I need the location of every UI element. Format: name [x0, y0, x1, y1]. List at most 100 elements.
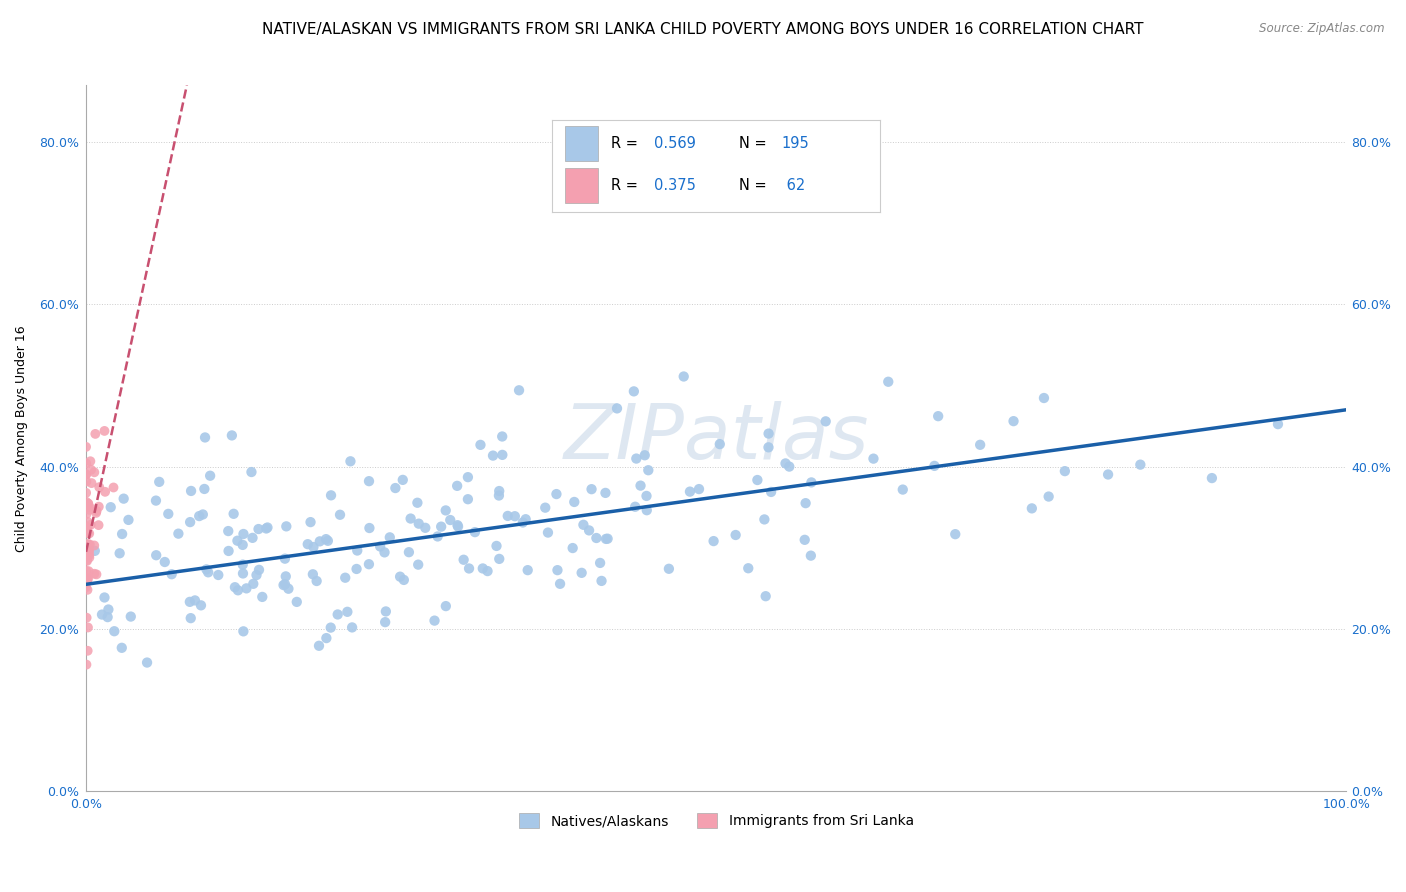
- Point: [75, 571, 97, 585]
- Point: [76, 553, 98, 567]
- Point: [316, 533, 339, 548]
- Point: [623, 384, 645, 399]
- Point: [335, 571, 357, 585]
- Text: ZIPatlas: ZIPatlas: [564, 401, 869, 475]
- Point: [596, 532, 619, 546]
- Point: [242, 531, 264, 545]
- Point: [75, 574, 97, 589]
- Point: [188, 509, 211, 524]
- Point: [274, 577, 297, 591]
- Point: [226, 533, 249, 548]
- Point: [1053, 464, 1076, 478]
- Point: [274, 551, 297, 566]
- Point: [77, 497, 100, 511]
- Point: [457, 492, 479, 507]
- Point: [308, 639, 330, 653]
- Point: [457, 470, 479, 484]
- Point: [606, 401, 628, 416]
- Point: [636, 503, 658, 517]
- Point: [145, 493, 167, 508]
- Point: [537, 525, 560, 540]
- Point: [285, 595, 308, 609]
- Point: [591, 574, 613, 588]
- Point: [315, 631, 337, 645]
- Point: [374, 604, 396, 618]
- Point: [877, 375, 900, 389]
- Point: [79, 500, 101, 514]
- Point: [1267, 417, 1289, 431]
- Point: [515, 512, 537, 526]
- Point: [589, 556, 612, 570]
- Point: [759, 485, 782, 500]
- Point: [76, 515, 98, 529]
- Point: [399, 511, 422, 525]
- Point: [464, 525, 486, 540]
- Point: [571, 566, 593, 580]
- Point: [378, 530, 401, 544]
- Point: [581, 482, 603, 496]
- Point: [927, 409, 949, 424]
- Point: [800, 549, 823, 563]
- Point: [302, 567, 325, 582]
- Point: [198, 468, 221, 483]
- Point: [76, 610, 98, 624]
- Point: [75, 467, 97, 482]
- Point: [77, 564, 100, 578]
- Point: [793, 533, 815, 547]
- Point: [477, 564, 499, 578]
- Point: [232, 527, 254, 541]
- Point: [585, 531, 607, 545]
- Point: [75, 521, 97, 535]
- Point: [77, 542, 100, 557]
- Point: [488, 483, 510, 498]
- Point: [485, 539, 508, 553]
- Point: [297, 537, 319, 551]
- Legend: Natives/Alaskans, Immigrants from Sri Lanka: Natives/Alaskans, Immigrants from Sri La…: [513, 808, 920, 834]
- Point: [496, 508, 519, 523]
- Point: [194, 430, 217, 444]
- Point: [87, 500, 110, 514]
- Point: [754, 512, 776, 526]
- Point: [226, 583, 249, 598]
- Point: [103, 481, 125, 495]
- Point: [245, 568, 267, 582]
- Point: [426, 529, 449, 543]
- Point: [80, 463, 103, 477]
- Point: [77, 544, 100, 558]
- Point: [315, 532, 337, 546]
- Point: [79, 454, 101, 468]
- Point: [392, 573, 415, 587]
- Point: [384, 481, 406, 495]
- Point: [969, 438, 991, 452]
- Point: [77, 571, 100, 585]
- Point: [100, 500, 122, 515]
- Point: [503, 509, 526, 524]
- Point: [240, 465, 263, 479]
- Point: [83, 539, 105, 553]
- Point: [491, 448, 513, 462]
- Point: [891, 483, 914, 497]
- Point: [319, 621, 342, 635]
- Point: [76, 545, 98, 559]
- Point: [191, 508, 214, 522]
- Point: [562, 495, 585, 509]
- Point: [160, 567, 183, 582]
- Point: [329, 508, 352, 522]
- Point: [93, 591, 115, 605]
- Point: [76, 507, 98, 521]
- Point: [548, 577, 571, 591]
- Point: [157, 507, 180, 521]
- Point: [224, 580, 246, 594]
- Point: [800, 475, 823, 490]
- Point: [389, 569, 412, 583]
- Point: [578, 524, 600, 538]
- Point: [346, 562, 368, 576]
- Point: [97, 610, 120, 624]
- Point: [77, 538, 100, 552]
- Point: [794, 496, 817, 510]
- Point: [359, 521, 381, 535]
- Point: [430, 519, 453, 533]
- Point: [336, 605, 359, 619]
- Point: [148, 475, 170, 489]
- Point: [1038, 490, 1060, 504]
